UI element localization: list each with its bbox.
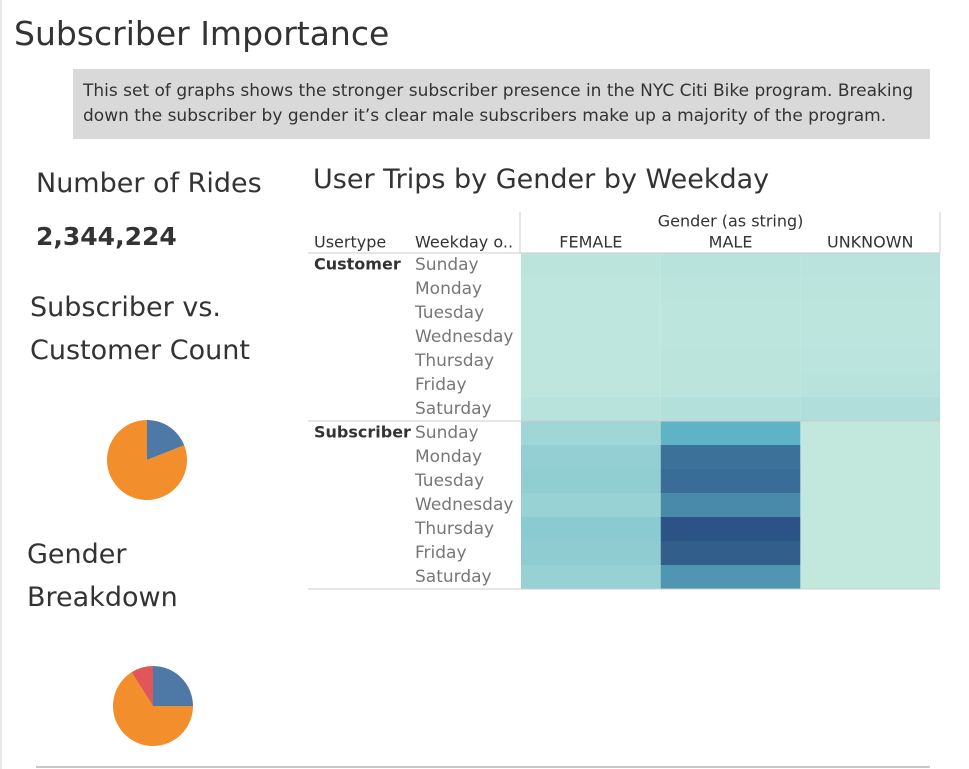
heatmap-cell [521, 349, 661, 373]
heatmap-cell [660, 445, 801, 469]
heatmap-cell [800, 301, 941, 325]
row-label: Wednesday [415, 495, 513, 515]
column-label: FEMALE [559, 233, 622, 252]
heatmap-cell [800, 469, 941, 493]
heatmap-cell [800, 373, 941, 397]
pie-title: Gender Breakdown [27, 539, 178, 613]
heatmap-cell [521, 445, 661, 469]
row-label: Saturday [415, 399, 492, 419]
heatmap-cell [660, 517, 801, 541]
heatmap-cell [660, 565, 801, 589]
heatmap-cell [800, 493, 941, 517]
row-label: Tuesday [414, 303, 484, 323]
heatmap-cell [521, 325, 661, 349]
row-label: Tuesday [414, 471, 484, 491]
row-label: Thursday [414, 519, 494, 539]
column-label: UNKNOWN [827, 233, 914, 252]
heatmap-title: User Trips by Gender by Weekday [313, 164, 770, 195]
row-title: Weekday o.. [415, 233, 513, 252]
heatmap-cell [660, 277, 801, 301]
heatmap-cell [800, 445, 941, 469]
heatmap-cell [660, 349, 801, 373]
row-title: Usertype [314, 233, 386, 252]
row-label: Sunday [415, 423, 479, 443]
pie-slice [131, 666, 153, 706]
pie-slice [147, 420, 185, 460]
heatmap-cell [800, 349, 941, 373]
column-label: MALE [709, 233, 753, 252]
heatmap-cell [800, 421, 941, 445]
dashboard-title: Subscriber Importance [14, 14, 390, 53]
heatmap-cell [521, 373, 661, 397]
heatmap-cell [521, 421, 661, 445]
kpi-title: Number of Rides [36, 168, 262, 199]
heatmap-cell [660, 541, 801, 565]
heatmap-cell [521, 493, 661, 517]
heatmap-cell [521, 397, 661, 421]
heatmap-cell [660, 373, 801, 397]
heatmap-cell [800, 541, 941, 565]
heatmap-cell [521, 517, 661, 541]
row-label: Saturday [415, 567, 492, 587]
heatmap-cell [521, 301, 661, 325]
pie-slice [153, 666, 193, 706]
row-label: Monday [415, 279, 482, 299]
heatmap-cell [660, 493, 801, 517]
pie-slice [113, 672, 193, 746]
group-label: Customer [314, 255, 401, 274]
heatmap-cell [521, 565, 661, 589]
row-label: Sunday [415, 255, 479, 275]
heatmap-cell [660, 397, 801, 421]
heatmap-cell [800, 325, 941, 349]
description: This set of graphs shows the stronger su… [83, 81, 914, 126]
heatmap-cell [521, 541, 661, 565]
heatmap-cell [800, 253, 941, 277]
row-label: Monday [415, 447, 482, 467]
heatmap-cell [521, 253, 661, 277]
description-box [73, 69, 930, 139]
row-label: Thursday [414, 351, 494, 371]
pie-slice [106, 420, 187, 500]
heatmap-cell [521, 277, 661, 301]
heatmap-cell [800, 517, 941, 541]
heatmap-cell [800, 565, 941, 589]
kpi-value: 2,344,224 [36, 222, 177, 251]
heatmap-cell [800, 397, 941, 421]
heatmap-cell [660, 301, 801, 325]
heatmap-cell [800, 277, 941, 301]
heatmap-cell [521, 469, 661, 493]
heatmap-cell [660, 421, 801, 445]
heatmap-cell [660, 325, 801, 349]
row-label: Friday [415, 543, 467, 563]
row-label: Friday [415, 375, 467, 395]
group-label: Subscriber [314, 423, 411, 442]
heatmap-cell [660, 253, 801, 277]
column-title: Gender (as string) [658, 212, 804, 231]
row-label: Wednesday [415, 327, 513, 347]
pie-title: Subscriber vs. Customer Count [30, 292, 250, 366]
heatmap-cell [660, 469, 801, 493]
